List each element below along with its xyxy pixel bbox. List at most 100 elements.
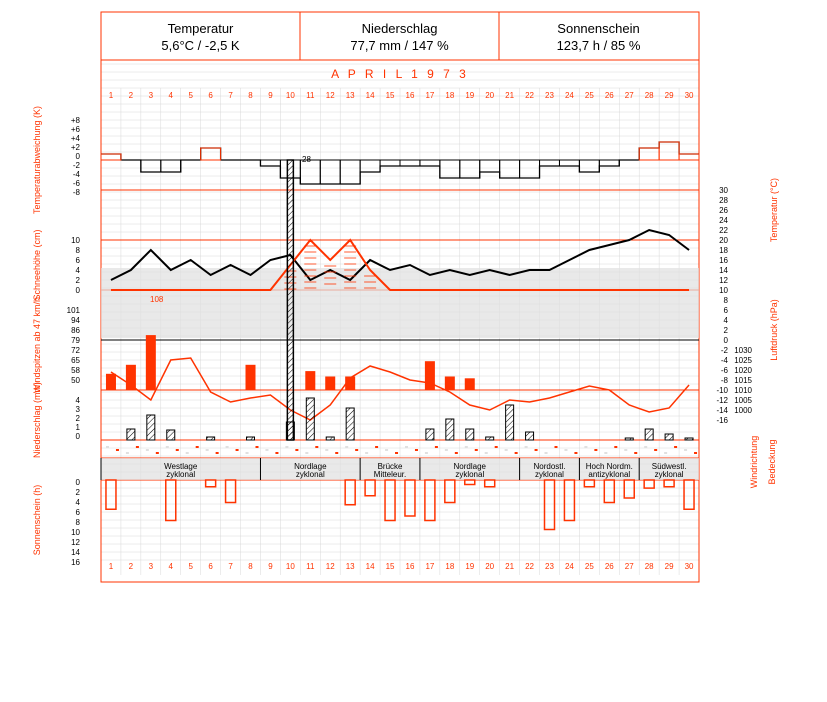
deviation-bar: [140, 159, 162, 173]
wind-dot: [135, 446, 139, 448]
axis-title-sunshine: Sonnenschein (h): [32, 485, 42, 556]
wind-peak-bar: [464, 378, 475, 390]
wind-dot: [464, 446, 468, 448]
day-label-bottom: 8: [248, 562, 253, 571]
sunshine-bar: [464, 479, 476, 486]
sunshine-bar: [483, 479, 496, 488]
wind-dot: [544, 452, 548, 454]
tick-sunshine: 14: [71, 548, 80, 557]
day-label-top: 28: [645, 91, 654, 100]
tick-sunshine: 10: [71, 528, 80, 537]
day-label-bottom: 11: [306, 562, 315, 571]
tick-temperature: 8: [724, 296, 729, 305]
day-label-top: 4: [169, 91, 174, 100]
deviation-peak-label: 28: [302, 155, 311, 164]
wind-peak-bar: [245, 364, 256, 390]
deviation-bar: [359, 159, 381, 173]
deviation-bar: [658, 141, 680, 161]
day-label-bottom: 5: [188, 562, 193, 571]
deviation-bar: [638, 147, 660, 161]
tick-temperature: 26: [719, 206, 728, 215]
tick-temp-deviation: -8: [73, 188, 81, 197]
day-label-top: 13: [346, 91, 355, 100]
header-sunshine-label: Sonnenschein: [557, 21, 640, 36]
tick-precipitation: 4: [76, 396, 81, 405]
tick-precipitation: 3: [76, 405, 81, 414]
deviation-bar: [419, 159, 441, 167]
day-label-top: 18: [445, 91, 454, 100]
wind-dot: [125, 452, 129, 454]
wind-dot: [275, 452, 279, 454]
wind-dot: [564, 449, 568, 451]
wind-dot: [474, 449, 478, 451]
tick-temperature: 0: [724, 336, 729, 345]
tick-snow-depth: 10: [71, 236, 80, 245]
sunshine-bar: [384, 479, 396, 522]
wind-dot: [444, 449, 448, 451]
snow-depth-line: [110, 238, 690, 291]
header-temperature: Temperatur 5,6°C / -2,5 K: [101, 12, 300, 60]
sunshine-bar: [165, 479, 177, 522]
day-label-bottom: 30: [685, 562, 694, 571]
axis-title-cloud-cover: Bedeckung: [767, 439, 777, 484]
day-label-bottom: 27: [625, 562, 634, 571]
precip-bar: [485, 436, 495, 441]
precip-bar: [246, 436, 255, 441]
wind-dot: [365, 452, 369, 454]
wind-dot: [634, 452, 638, 454]
header-sunshine-value: 123,7 h / 85 %: [556, 38, 641, 53]
wind-dot: [694, 452, 698, 454]
header-sunshine: Sonnenschein 123,7 h / 85 %: [499, 12, 698, 60]
tick-wind-peaks: 79: [71, 336, 80, 345]
precip-bar: [325, 436, 335, 441]
tick-wind-peaks: 58: [71, 366, 80, 375]
tick-pressure: 1000: [734, 406, 752, 415]
tick-wind-peaks: 65: [71, 356, 80, 365]
tick-wind-peaks: 101: [67, 306, 81, 315]
day-label-top: 30: [685, 91, 694, 100]
day-label-top: 12: [326, 91, 335, 100]
wind-dot: [305, 452, 309, 454]
tick-temperature: -4: [721, 356, 729, 365]
wind-dot: [494, 446, 498, 448]
month-title: A P R I L 1 9 7 3: [331, 67, 469, 81]
deviation-bar: [499, 159, 521, 179]
tick-temp-deviation: +2: [71, 143, 81, 152]
weather-type-line2: zyklonal: [166, 470, 195, 479]
sunshine-bar: [105, 479, 117, 510]
wind-dot: [434, 446, 438, 448]
sunshine-bar: [404, 479, 416, 517]
tick-temperature: -10: [716, 386, 728, 395]
day-label-bottom: 2: [129, 562, 134, 571]
precip-bar: [445, 418, 455, 441]
tick-temperature: 2: [724, 326, 729, 335]
day-label-bottom: 29: [665, 562, 674, 571]
tick-temperature: 16: [719, 256, 728, 265]
day-label-top: 27: [625, 91, 634, 100]
header-precipitation: Niederschlag 77,7 mm / 147 %: [300, 12, 499, 60]
tick-temperature: 30: [719, 186, 728, 195]
day-label-bottom: 28: [645, 562, 654, 571]
wind-peak-label: 108: [150, 295, 164, 304]
day-label-bottom: 21: [505, 562, 514, 571]
precip-bar: [505, 404, 515, 441]
tick-temperature: 22: [719, 226, 728, 235]
day-label-bottom: 7: [228, 562, 233, 571]
deviation-bar: [439, 159, 461, 179]
axis-title-wind-direction: Windrichtung: [749, 436, 759, 489]
wind-dot: [106, 446, 109, 448]
sunshine-bar: [204, 479, 217, 488]
wind-dot: [195, 446, 199, 448]
tick-temperature: 6: [724, 306, 729, 315]
day-label-bottom: 9: [268, 562, 273, 571]
wind-dot: [395, 452, 399, 454]
weather-type-line1: Nordlage: [294, 462, 327, 471]
tick-temperature: 24: [719, 216, 728, 225]
day-label-bottom: 20: [485, 562, 494, 571]
wind-dot: [145, 449, 149, 451]
day-label-bottom: 4: [169, 562, 174, 571]
day-label-top: 7: [228, 91, 233, 100]
wind-dot: [654, 449, 658, 451]
day-label-top: 2: [129, 91, 134, 100]
sunshine-bar: [663, 479, 675, 488]
